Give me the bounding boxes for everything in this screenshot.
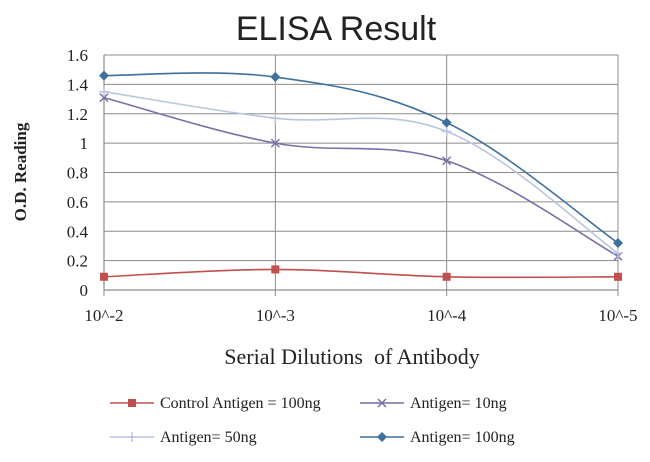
y-tick-label: 1.6 <box>67 46 88 65</box>
data-point <box>127 432 137 442</box>
y-tick-label: 1.4 <box>67 75 89 94</box>
data-point <box>270 138 280 148</box>
legend-label: Antigen= 100ng <box>410 429 515 446</box>
data-point <box>128 399 136 407</box>
data-point <box>271 265 280 274</box>
data-point <box>377 432 387 442</box>
x-tick-label: 10^-2 <box>84 306 123 325</box>
chart-title: ELISA Result <box>236 10 437 48</box>
x-tick-label: 10^-4 <box>427 306 467 325</box>
legend-label: Antigen= 50ng <box>160 429 257 446</box>
legend: Control Antigen = 100ng Antigen= 10ng Anti… <box>110 395 515 446</box>
y-tick-label: 0.2 <box>67 252 88 271</box>
tick-labels: 0 0.2 0.4 0.6 0.8 1 1.2 1.4 1.6 10^-2 10^-3 10^-4 10… <box>67 46 638 325</box>
x-tick-label: 10^-3 <box>256 306 295 325</box>
data-point <box>441 126 452 137</box>
series-line <box>103 72 619 244</box>
series-4 <box>99 70 623 248</box>
series-line <box>103 268 619 279</box>
y-tick-label: 0.8 <box>67 164 88 183</box>
y-tick-label: 1.2 <box>67 105 88 124</box>
series-line <box>103 90 619 254</box>
data-point-stroke <box>270 138 280 148</box>
series-3 <box>99 86 623 259</box>
data-point-stroke <box>377 398 387 408</box>
data-point <box>99 93 109 103</box>
data-point <box>377 398 387 408</box>
data-point <box>99 86 109 97</box>
y-tick-label: 0.6 <box>67 193 88 212</box>
series-lines <box>99 70 623 281</box>
legend-item: Antigen= 10ng <box>360 395 507 412</box>
data-point <box>442 272 451 281</box>
data-point <box>99 70 109 81</box>
x-tick-label: 10^-5 <box>598 306 637 325</box>
data-point <box>270 113 281 124</box>
data-point-stroke <box>99 93 109 103</box>
x-axis-label: Serial Dilutions of Antibody <box>224 344 479 369</box>
data-point <box>100 272 108 281</box>
series-1 <box>100 265 622 281</box>
grid <box>103 54 619 291</box>
data-point <box>613 238 623 248</box>
series-line <box>103 96 619 257</box>
legend-label: Antigen= 10ng <box>410 395 507 412</box>
y-tick-label: 0 <box>80 281 89 300</box>
y-tick-label: 1 <box>80 134 89 153</box>
data-point <box>442 156 452 166</box>
legend-label: Control Antigen = 100ng <box>160 395 321 412</box>
y-axis-label: O.D. Reading <box>11 122 30 221</box>
data-point-stroke <box>442 156 452 166</box>
data-point <box>441 117 452 128</box>
legend-item: Antigen= 50ng <box>110 429 257 446</box>
data-point <box>270 72 281 83</box>
legend-item: Control Antigen = 100ng <box>110 395 321 412</box>
legend-item: Antigen= 100ng <box>360 429 515 446</box>
data-point <box>614 272 622 281</box>
y-tick-label: 0.4 <box>67 222 89 241</box>
data-point <box>613 248 623 259</box>
